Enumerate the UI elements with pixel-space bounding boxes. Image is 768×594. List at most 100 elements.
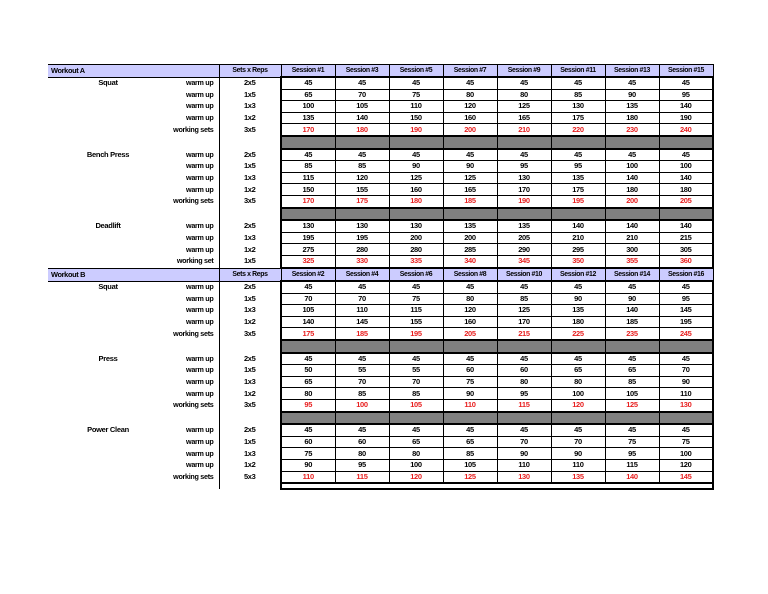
working-weight-cell: 180 <box>334 123 390 137</box>
warmup-weight-cell: 160 <box>388 183 444 196</box>
separator-cell <box>604 207 660 221</box>
working-weight-cell: 350 <box>550 254 606 269</box>
warmup-weight-cell: 90 <box>442 387 498 400</box>
warmup-weight-cell: 165 <box>496 111 552 125</box>
sets-reps-value: 1x2 <box>218 459 282 471</box>
session-header: Session #9 <box>496 64 552 78</box>
set-type-label: warm up <box>186 78 214 88</box>
working-weight-cell: 225 <box>550 327 606 341</box>
warmup-weight-cell: 55 <box>334 364 390 377</box>
warmup-weight-cell: 45 <box>280 147 336 162</box>
exercise-row: warm up 1x3 65 70 70 75 80 80 85 90 <box>48 375 714 389</box>
exercise-name: Deadlift <box>95 221 121 231</box>
exercise-name <box>48 459 150 471</box>
warmup-weight-cell: 45 <box>334 75 390 90</box>
working-weight-cell: 335 <box>388 254 444 269</box>
warmup-weight-cell: 65 <box>604 364 660 377</box>
exercise-name <box>48 244 150 256</box>
exercise-name <box>48 124 150 136</box>
warmup-weight-cell: 90 <box>604 292 660 306</box>
set-type-label: warm up <box>186 161 214 171</box>
warmup-weight-cell: 80 <box>280 387 336 400</box>
session-header: Session #7 <box>442 64 498 78</box>
exercise-name <box>48 436 150 448</box>
working-weight-cell: 115 <box>334 470 390 485</box>
working-weight-cell: 205 <box>442 327 498 341</box>
sets-reps-value: 1x3 <box>218 376 282 388</box>
exercise-row: warm up 1x3 105 110 115 120 125 135 140 145 <box>48 304 714 317</box>
sets-reps-value: 1x2 <box>218 316 282 328</box>
warmup-weight-cell: 70 <box>280 292 336 306</box>
warmup-weight-cell: 45 <box>334 351 390 366</box>
blank-cell <box>48 340 150 353</box>
sets-reps-value: 2x5 <box>218 77 282 90</box>
warmup-weight-cell: 105 <box>280 304 336 317</box>
warmup-weight-cell: 85 <box>280 160 336 173</box>
warmup-weight-cell: 200 <box>442 231 498 245</box>
warmup-weight-cell: 85 <box>334 160 390 173</box>
sets-reps-blank <box>218 207 282 221</box>
session-header: Session #11 <box>550 64 606 78</box>
exercise-row: working sets 3x5 95 100 105 110 115 120 125 130 <box>48 398 714 413</box>
exercise-row: working sets 3x5 170 180 190 200 210 220 230 240 <box>48 123 714 137</box>
warmup-weight-cell: 140 <box>658 219 714 233</box>
separator-cell <box>388 135 444 150</box>
warmup-weight-cell: 195 <box>658 315 714 329</box>
exercise-name <box>48 471 150 483</box>
exercise-name: Press <box>98 353 118 363</box>
warmup-weight-cell: 45 <box>496 351 552 366</box>
warmup-weight-cell: 120 <box>442 100 498 113</box>
session-header: Session #8 <box>442 268 498 282</box>
exercise-name: Squat <box>98 282 118 292</box>
exercise-name <box>48 399 150 411</box>
warmup-weight-cell: 65 <box>442 435 498 449</box>
warmup-weight-cell: 60 <box>442 364 498 377</box>
warmup-weight-cell: 205 <box>496 231 552 245</box>
warmup-weight-cell: 45 <box>388 75 444 90</box>
warmup-weight-cell: 45 <box>658 351 714 366</box>
exercise-row: Squat warm up 2x5 45 45 45 45 45 45 45 45 <box>48 75 714 90</box>
warmup-weight-cell: 45 <box>280 351 336 366</box>
warmup-weight-cell: 135 <box>280 111 336 125</box>
warmup-weight-cell: 45 <box>658 147 714 162</box>
workout-b-table: Workout B Sets x Reps Session #2 Session #4… <box>48 268 714 491</box>
warmup-weight-cell: 90 <box>280 458 336 472</box>
warmup-weight-cell: 130 <box>280 219 336 233</box>
warmup-weight-cell: 45 <box>496 147 552 162</box>
workout-title: Workout B <box>48 268 220 282</box>
warmup-weight-cell: 90 <box>442 160 498 173</box>
warmup-weight-cell: 70 <box>334 375 390 389</box>
working-weight-cell: 185 <box>442 194 498 209</box>
separator-cell <box>442 135 498 150</box>
warmup-weight-cell: 140 <box>280 315 336 329</box>
working-weight-cell: 360 <box>658 254 714 269</box>
warmup-weight-cell: 195 <box>334 231 390 245</box>
working-weight-cell: 195 <box>550 194 606 209</box>
warmup-weight-cell: 100 <box>550 387 606 400</box>
working-weight-cell: 240 <box>658 123 714 137</box>
warmup-weight-cell: 70 <box>658 364 714 377</box>
separator-cell <box>442 207 498 221</box>
working-weight-cell: 185 <box>334 327 390 341</box>
warmup-weight-cell: 90 <box>550 447 606 460</box>
workout-a-table: Workout A Sets x Reps Session #1 Session #3… <box>48 64 714 275</box>
warmup-weight-cell: 55 <box>388 364 444 377</box>
warmup-weight-cell: 45 <box>442 147 498 162</box>
warmup-weight-cell: 90 <box>388 160 444 173</box>
separator-cell <box>604 411 660 425</box>
exercise-row: warm up 1x2 140 145 155 160 170 180 185 195 <box>48 315 714 329</box>
sets-reps-blank <box>218 135 282 149</box>
set-type-label: working sets <box>173 196 214 206</box>
warmup-weight-cell: 45 <box>604 75 660 90</box>
warmup-weight-cell: 45 <box>658 279 714 294</box>
exercise-row: warm up 1x5 50 55 55 60 60 65 65 70 <box>48 364 714 377</box>
set-type-label: warm up <box>186 184 214 194</box>
exercise-row: warm up 1x5 65 70 75 80 80 85 90 95 <box>48 88 714 102</box>
sets-reps-blank <box>218 411 282 425</box>
warmup-weight-cell: 80 <box>496 375 552 389</box>
warmup-weight-cell: 45 <box>658 75 714 90</box>
warmup-weight-cell: 295 <box>550 243 606 256</box>
warmup-weight-cell: 45 <box>388 423 444 437</box>
warmup-weight-cell: 150 <box>280 183 336 196</box>
warmup-weight-cell: 75 <box>442 375 498 389</box>
